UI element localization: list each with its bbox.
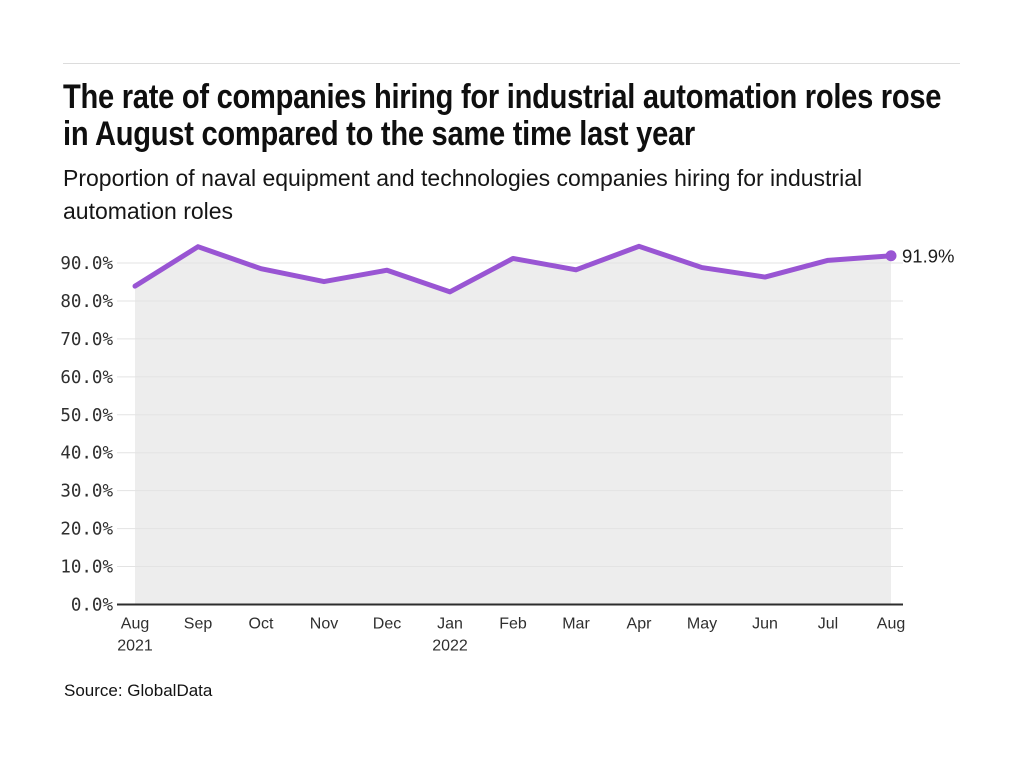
x-axis-tick-label: Aug bbox=[877, 616, 905, 633]
x-axis-tick-label: Sep bbox=[184, 616, 213, 633]
x-axis-tick-label: Jul bbox=[818, 616, 838, 633]
y-axis-tick-label: 30.0% bbox=[60, 482, 113, 502]
y-axis-tick-label: 60.0% bbox=[60, 368, 113, 388]
x-axis-tick-label: Jun bbox=[752, 616, 778, 633]
y-axis-tick-label: 90.0% bbox=[60, 254, 113, 274]
y-axis-tick-label: 20.0% bbox=[60, 520, 113, 540]
end-value-label: 91.9% bbox=[902, 245, 954, 266]
x-axis-year-label: 2022 bbox=[432, 638, 468, 655]
y-axis-tick-label: 40.0% bbox=[60, 444, 113, 464]
y-axis-tick-label: 50.0% bbox=[60, 406, 113, 426]
y-axis-tick-label: 80.0% bbox=[60, 292, 113, 312]
header-divider bbox=[63, 63, 960, 64]
y-axis-tick-label: 0.0% bbox=[71, 596, 114, 616]
x-axis-tick-label: Mar bbox=[562, 616, 590, 633]
line-series bbox=[132, 243, 894, 295]
x-axis-tick-label: Feb bbox=[499, 616, 527, 633]
chart-title: The rate of companies hiring for industr… bbox=[63, 78, 942, 153]
x-axis-tick-label: May bbox=[687, 616, 717, 633]
y-axis-tick-label: 10.0% bbox=[60, 558, 113, 578]
line-chart: 0.0% 10.0% 20.0% 30.0% 40.0% 50.0% 60.0% 70.0% 8… bbox=[60, 243, 954, 655]
x-axis-tick-label: Oct bbox=[249, 616, 274, 633]
x-axis-tick-label: Nov bbox=[310, 616, 338, 633]
source-attribution: Source: GlobalData bbox=[64, 681, 213, 700]
y-axis-tick-label: 70.0% bbox=[60, 330, 113, 350]
x-axis-year-label: 2021 bbox=[117, 638, 153, 655]
x-axis-tick-label: Apr bbox=[627, 616, 653, 633]
chart-subtitle: Proportion of naval equipment and techno… bbox=[63, 165, 863, 224]
end-point-marker bbox=[885, 250, 897, 262]
x-axis-tick-label: Dec bbox=[373, 616, 401, 633]
x-axis-tick-label: Aug bbox=[121, 616, 149, 633]
area-fill bbox=[135, 246, 891, 605]
x-axis-tick-label: Jan bbox=[437, 616, 463, 633]
